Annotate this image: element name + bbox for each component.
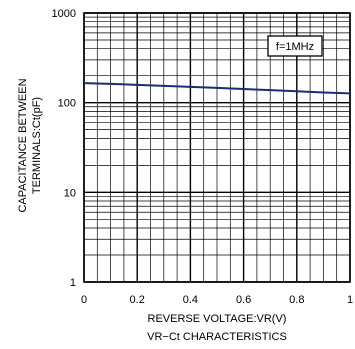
x-axis-label: REVERSE VOLTAGE:VR(V) [148,313,287,325]
series-layer [83,82,351,95]
x-tick-label: 1 [347,294,353,306]
x-tick-label: 0.2 [130,294,145,306]
x-tick-label: 0 [81,294,87,306]
x-tick-label: 0.6 [236,294,251,306]
frequency-annotation: f=1MHz [276,41,314,53]
y-axis-label-line2: TERMINALS:Ct(pF) [31,97,43,194]
y-tick-label: 100 [58,98,76,110]
y-axis-label-line1: CAPACITANCE BETWEEN [17,78,29,212]
minor-grid [84,13,350,282]
ct-vr-curve [83,82,351,95]
chart-title: VR−Ct CHARACTERISTICS [147,331,287,343]
plot-frame [83,12,351,283]
y-tick-label: 10 [64,187,76,199]
y-tick-labels: 1 10 100 1000 [52,8,76,289]
x-tick-labels: 0 0.2 0.4 0.6 0.8 1 [81,294,353,306]
x-tick-label: 0.4 [183,294,198,306]
x-tick-label: 0.8 [289,294,304,306]
y-tick-label: 1000 [52,8,76,20]
y-tick-label: 1 [70,277,76,289]
annotation-box: f=1MHz [267,35,323,57]
